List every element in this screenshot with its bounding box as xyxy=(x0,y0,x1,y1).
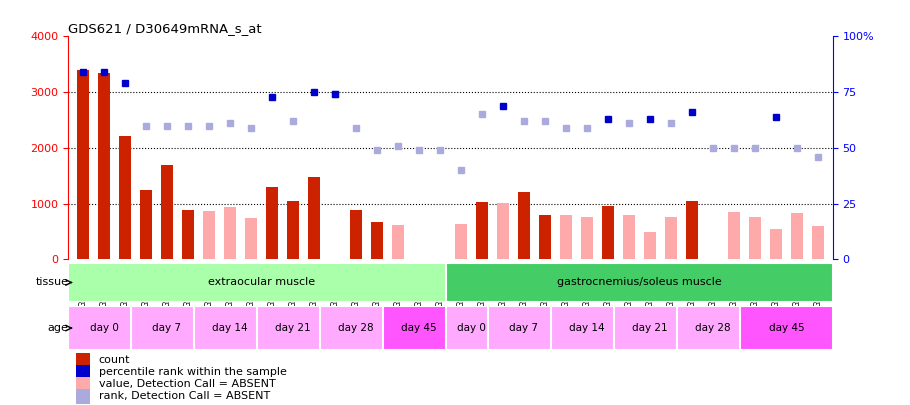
Bar xyxy=(68,263,455,302)
Bar xyxy=(614,306,685,350)
Text: day 45: day 45 xyxy=(401,323,437,333)
Text: GDS621 / D30649mRNA_s_at: GDS621 / D30649mRNA_s_at xyxy=(68,22,262,35)
Text: rank, Detection Call = ABSENT: rank, Detection Call = ABSENT xyxy=(99,391,270,401)
Bar xyxy=(455,224,467,259)
Bar xyxy=(728,212,740,259)
Bar xyxy=(203,211,215,259)
Bar xyxy=(98,72,110,259)
Text: day 45: day 45 xyxy=(769,323,804,333)
Bar xyxy=(76,377,90,392)
Bar xyxy=(446,306,497,350)
Bar xyxy=(489,306,560,350)
Bar xyxy=(194,306,266,350)
Bar xyxy=(140,190,152,259)
Bar xyxy=(740,306,833,350)
Bar xyxy=(539,215,551,259)
Text: day 21: day 21 xyxy=(632,323,668,333)
Text: day 28: day 28 xyxy=(695,323,731,333)
Text: gastrocnemius/soleus muscle: gastrocnemius/soleus muscle xyxy=(557,277,722,288)
Bar xyxy=(258,306,329,350)
Bar xyxy=(320,306,391,350)
Bar xyxy=(677,306,749,350)
Bar xyxy=(551,306,622,350)
Bar xyxy=(119,136,131,259)
Text: day 7: day 7 xyxy=(510,323,539,333)
Bar xyxy=(371,222,383,259)
Text: day 14: day 14 xyxy=(212,323,248,333)
Bar xyxy=(392,225,404,259)
Bar xyxy=(581,217,592,259)
Bar xyxy=(77,70,88,259)
Text: day 21: day 21 xyxy=(275,323,310,333)
Bar xyxy=(76,352,90,367)
Text: tissue: tissue xyxy=(35,277,68,288)
Text: extraocular muscle: extraocular muscle xyxy=(207,277,315,288)
Bar xyxy=(476,202,488,259)
Bar xyxy=(812,226,824,259)
Text: count: count xyxy=(99,355,130,365)
Bar xyxy=(288,201,298,259)
Text: day 28: day 28 xyxy=(339,323,374,333)
Bar xyxy=(308,177,319,259)
Bar xyxy=(350,210,361,259)
Text: percentile rank within the sample: percentile rank within the sample xyxy=(99,367,287,377)
Bar xyxy=(76,364,90,379)
Bar xyxy=(623,215,635,259)
Bar xyxy=(266,187,278,259)
Bar xyxy=(446,263,833,302)
Bar xyxy=(245,218,257,259)
Text: value, Detection Call = ABSENT: value, Detection Call = ABSENT xyxy=(99,379,276,389)
Text: day 7: day 7 xyxy=(153,323,181,333)
Bar xyxy=(644,232,656,259)
Bar xyxy=(182,210,194,259)
Bar xyxy=(497,203,509,259)
Bar xyxy=(76,389,90,404)
Text: age: age xyxy=(47,323,68,333)
Bar xyxy=(602,206,613,259)
Bar xyxy=(561,215,571,259)
Bar xyxy=(68,306,139,350)
Text: day 0: day 0 xyxy=(457,323,486,333)
Bar xyxy=(749,217,761,259)
Bar xyxy=(224,207,236,259)
Bar xyxy=(518,192,530,259)
Bar xyxy=(791,213,803,259)
Bar xyxy=(686,201,698,259)
Bar xyxy=(665,217,677,259)
Text: day 0: day 0 xyxy=(89,323,118,333)
Bar xyxy=(131,306,203,350)
Bar xyxy=(161,164,173,259)
Text: day 14: day 14 xyxy=(569,323,605,333)
Bar xyxy=(383,306,455,350)
Bar xyxy=(770,229,782,259)
